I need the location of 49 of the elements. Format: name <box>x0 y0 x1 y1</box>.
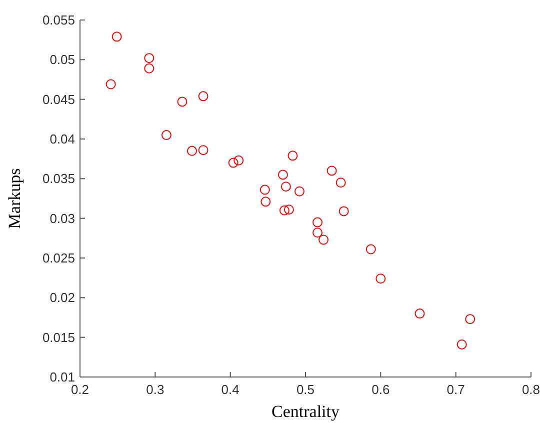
y-tick-label: 0.025 <box>42 250 75 266</box>
point <box>260 184 270 195</box>
y-tick-label: 0.055 <box>42 12 75 28</box>
point <box>376 274 386 284</box>
point <box>366 244 376 254</box>
point <box>284 204 294 215</box>
x-tick-label: 0.6 <box>372 382 390 397</box>
point <box>414 308 425 319</box>
point <box>456 339 467 350</box>
point <box>144 63 154 74</box>
y-tick-label: 0.05 <box>50 52 75 68</box>
x-tick-label: 0.4 <box>221 382 240 397</box>
x-tick-label: 0.5 <box>296 382 315 397</box>
point <box>278 170 288 180</box>
x-tick-label: 0.2 <box>70 382 90 397</box>
point <box>144 53 154 64</box>
point <box>318 234 329 245</box>
y-tick-label: 0.01 <box>50 370 75 384</box>
point <box>288 150 298 161</box>
y-tick-label: 0.02 <box>50 290 75 306</box>
point <box>294 186 304 196</box>
point <box>187 146 197 156</box>
point <box>312 217 323 228</box>
y-tick-label: 0.035 <box>42 171 75 186</box>
point <box>326 166 337 176</box>
y-tick-label: 0.03 <box>50 210 75 226</box>
y-axis-title: Markups <box>5 168 24 229</box>
x-tick-label: 0.8 <box>522 382 540 397</box>
point <box>279 205 290 216</box>
point <box>112 32 122 42</box>
point <box>198 91 208 102</box>
point <box>234 155 244 166</box>
point <box>280 182 291 192</box>
point <box>106 79 116 90</box>
x-tick-label: 0.7 <box>446 382 465 397</box>
point <box>177 96 188 107</box>
point <box>198 145 208 156</box>
y-tick-label: 0.04 <box>50 132 75 146</box>
point <box>336 178 346 188</box>
y-tick-label: 0.015 <box>42 330 75 345</box>
y-tick-label: 0.045 <box>42 92 75 107</box>
point <box>338 206 349 216</box>
x-axis-title: Centrality <box>272 402 340 421</box>
point <box>228 158 238 168</box>
x-tick-label: 0.3 <box>146 382 164 397</box>
point <box>312 228 323 238</box>
point <box>465 314 476 324</box>
point <box>161 130 172 140</box>
point <box>260 196 271 207</box>
